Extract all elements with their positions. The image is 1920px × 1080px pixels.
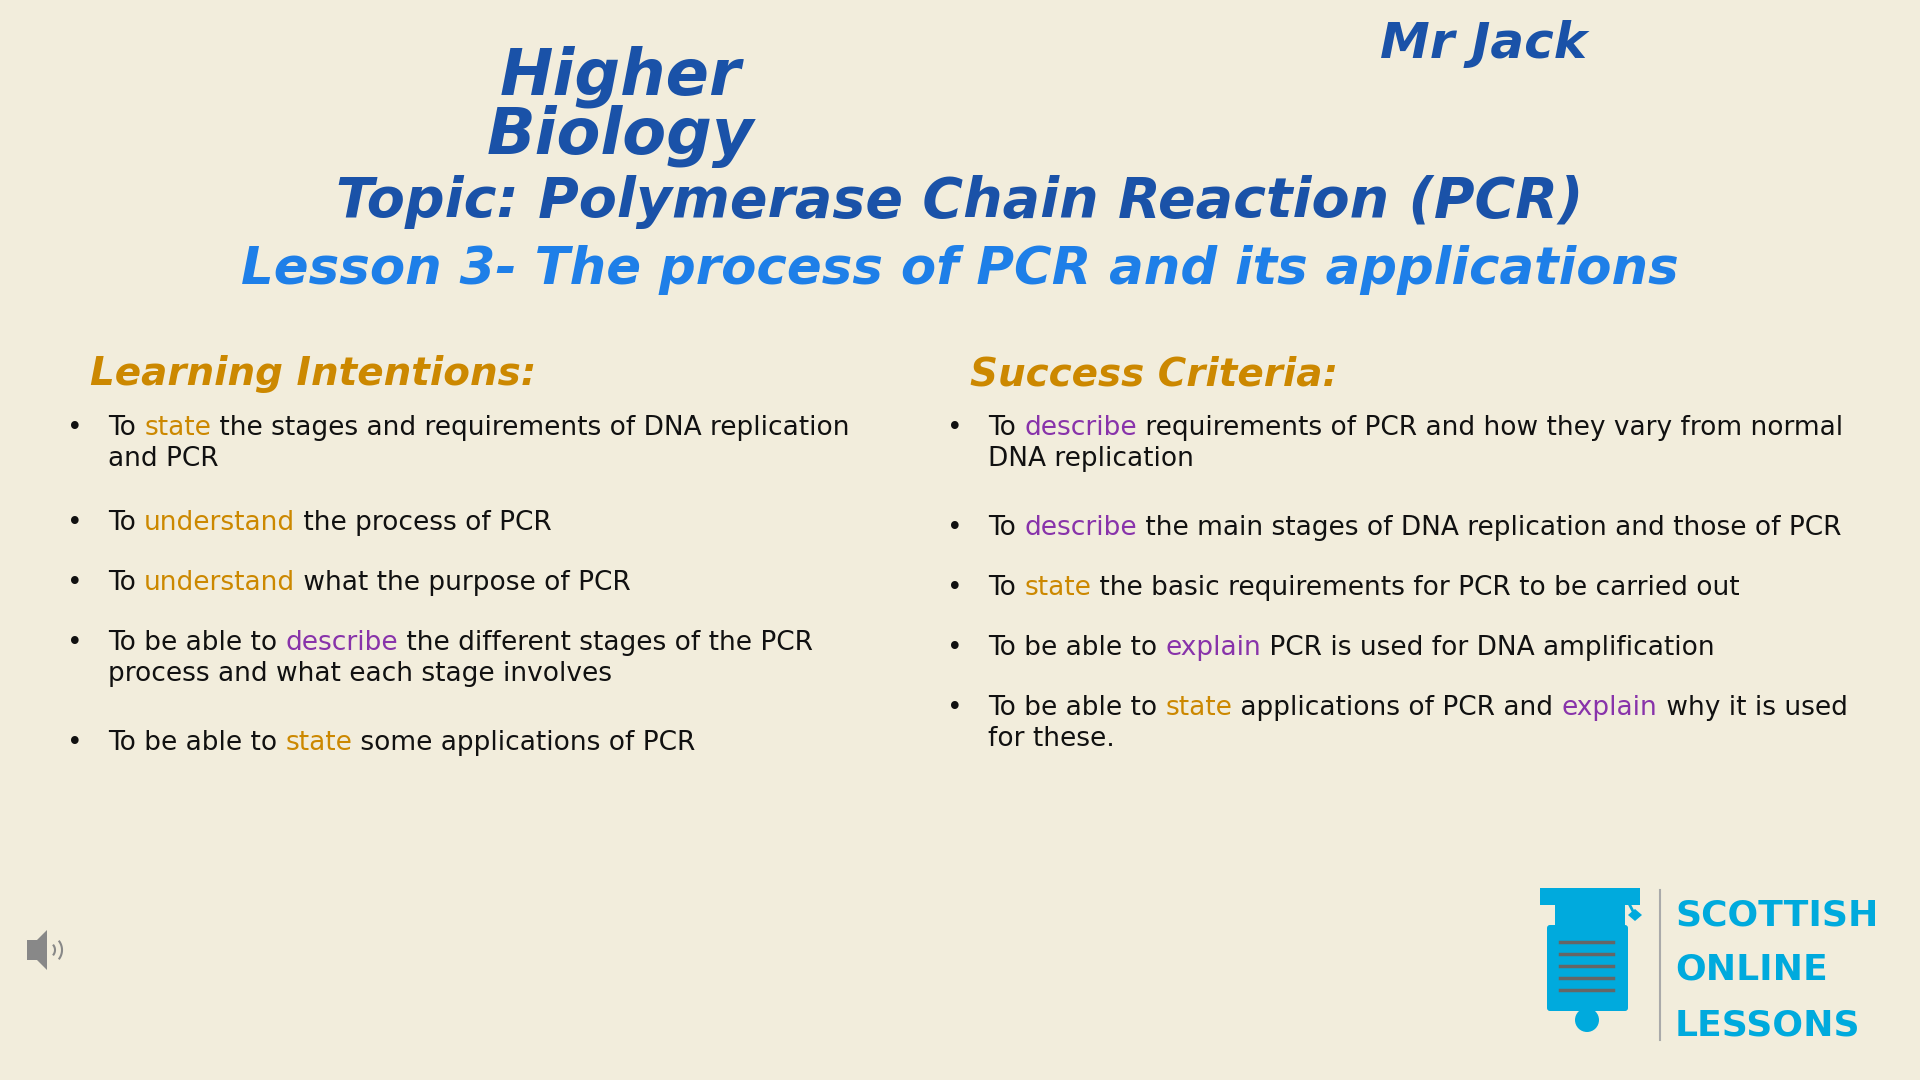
Text: process and what each stage involves: process and what each stage involves xyxy=(108,661,612,687)
Text: To be able to: To be able to xyxy=(989,635,1165,661)
Polygon shape xyxy=(1555,905,1624,928)
Text: To be able to: To be able to xyxy=(108,630,286,656)
Text: explain: explain xyxy=(1165,635,1261,661)
Text: and PCR: and PCR xyxy=(108,446,219,472)
Text: •: • xyxy=(67,510,83,536)
Text: To: To xyxy=(108,570,144,596)
Text: the main stages of DNA replication and those of PCR: the main stages of DNA replication and t… xyxy=(1137,515,1841,541)
Text: Biology: Biology xyxy=(486,105,755,168)
Polygon shape xyxy=(1628,909,1642,921)
Text: DNA replication: DNA replication xyxy=(989,446,1194,472)
Text: ONLINE: ONLINE xyxy=(1674,953,1828,987)
Text: Learning Intentions:: Learning Intentions: xyxy=(90,355,536,393)
Text: •: • xyxy=(67,730,83,756)
Text: describe: describe xyxy=(1023,515,1137,541)
Text: describe: describe xyxy=(1023,415,1137,441)
Text: the process of PCR: the process of PCR xyxy=(296,510,553,536)
Text: requirements of PCR and how they vary from normal: requirements of PCR and how they vary fr… xyxy=(1137,415,1843,441)
Text: Lesson 3- The process of PCR and its applications: Lesson 3- The process of PCR and its app… xyxy=(242,245,1678,295)
Text: why it is used: why it is used xyxy=(1657,696,1847,721)
Text: Topic: Polymerase Chain Reaction (PCR): Topic: Polymerase Chain Reaction (PCR) xyxy=(336,175,1584,229)
Text: explain: explain xyxy=(1561,696,1657,721)
Text: understand: understand xyxy=(144,570,296,596)
Polygon shape xyxy=(1540,888,1640,905)
Text: the stages and requirements of DNA replication: the stages and requirements of DNA repli… xyxy=(211,415,851,441)
Text: To be able to: To be able to xyxy=(108,730,286,756)
Text: To be able to: To be able to xyxy=(989,696,1165,721)
Text: •: • xyxy=(947,696,962,721)
Text: the basic requirements for PCR to be carried out: the basic requirements for PCR to be car… xyxy=(1091,575,1740,600)
Text: To: To xyxy=(108,415,144,441)
Text: PCR is used for DNA amplification: PCR is used for DNA amplification xyxy=(1261,635,1715,661)
Text: understand: understand xyxy=(144,510,296,536)
Text: state: state xyxy=(1165,696,1233,721)
Text: •: • xyxy=(947,635,962,661)
Text: for these.: for these. xyxy=(989,727,1116,753)
Text: To: To xyxy=(108,510,144,536)
Text: the different stages of the PCR: the different stages of the PCR xyxy=(397,630,814,656)
Text: •: • xyxy=(947,575,962,600)
Text: To: To xyxy=(989,515,1023,541)
Text: Success Criteria:: Success Criteria: xyxy=(970,355,1338,393)
Text: SCOTTISH: SCOTTISH xyxy=(1674,897,1878,932)
Text: •: • xyxy=(947,415,962,441)
Text: state: state xyxy=(1023,575,1091,600)
Text: To: To xyxy=(989,575,1023,600)
Text: Higher: Higher xyxy=(499,45,741,108)
Text: state: state xyxy=(286,730,353,756)
Text: applications of PCR and: applications of PCR and xyxy=(1233,696,1561,721)
Text: •: • xyxy=(67,630,83,656)
Text: •: • xyxy=(67,570,83,596)
Text: To: To xyxy=(989,415,1023,441)
FancyBboxPatch shape xyxy=(1548,924,1628,1011)
Text: LESSONS: LESSONS xyxy=(1674,1008,1860,1042)
Polygon shape xyxy=(27,930,46,970)
Circle shape xyxy=(1574,1008,1599,1032)
Text: •: • xyxy=(67,415,83,441)
Text: some applications of PCR: some applications of PCR xyxy=(353,730,695,756)
Text: what the purpose of PCR: what the purpose of PCR xyxy=(296,570,632,596)
Text: state: state xyxy=(144,415,211,441)
Text: describe: describe xyxy=(286,630,397,656)
Text: •: • xyxy=(947,515,962,541)
Text: Mr Jack: Mr Jack xyxy=(1380,21,1588,68)
